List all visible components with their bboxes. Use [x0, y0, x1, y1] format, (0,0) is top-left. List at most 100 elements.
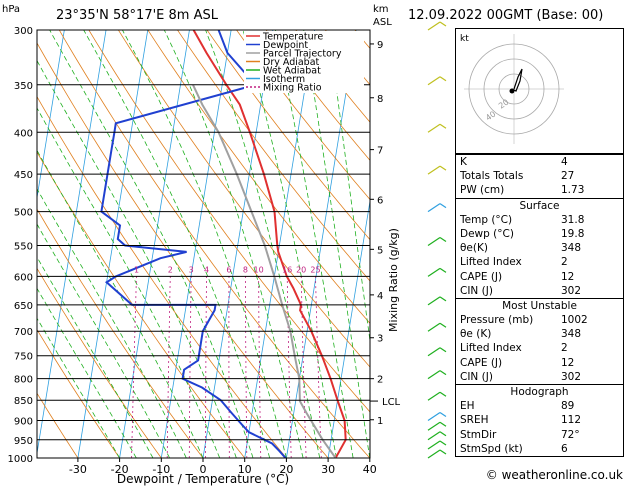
most-unstable-value: 2: [561, 342, 568, 355]
pressure-tick-label: 500: [14, 208, 33, 219]
surface-row: Lifted Index 2: [456, 255, 623, 269]
legend-entry: Wet Adiabat: [263, 66, 321, 77]
km-tick-label: 9: [377, 40, 383, 51]
pressure-tick-label: 300: [14, 26, 33, 37]
mixing-ratio-label: 10: [253, 265, 263, 274]
hodograph-table-label: StmDir: [460, 428, 497, 441]
index-row: PW (cm) 1.73: [456, 183, 623, 197]
wet-adiabat: [83, 30, 271, 458]
hodograph-table-value: 89: [561, 400, 575, 413]
isotherm-line: [37, 30, 107, 456]
legend-entry: Parcel Trajectory: [263, 49, 342, 60]
dry-adiabat: [37, 95, 287, 458]
wind-barb-flag: [439, 267, 447, 273]
pressure-tick-label: 850: [14, 396, 33, 407]
wind-barb: [427, 431, 441, 441]
series-dewpoint: [100, 30, 287, 458]
wind-barb-flag: [439, 21, 447, 27]
wind-barb-flag: [439, 347, 447, 353]
dry-adiabat: [176, 30, 370, 282]
mixing-ratio-label: 4: [204, 265, 209, 274]
wind-barb-flag: [439, 236, 447, 242]
isotherm-line: [327, 198, 370, 458]
x-axis-label: Dewpoint / Temperature (°C): [117, 472, 289, 486]
wind-barb: [427, 421, 441, 431]
hodograph-table-row: EH 89: [456, 399, 623, 413]
copyright: © weatheronline.co.uk: [485, 468, 623, 482]
most-unstable-label: Lifted Index: [460, 342, 522, 355]
x-tick-label: 0: [200, 463, 207, 476]
x-tick-label: -20: [111, 463, 129, 476]
most-unstable-title: Most Unstable: [456, 297, 623, 313]
wind-barb-flag: [439, 370, 447, 376]
km-tick-label: 2: [377, 375, 383, 386]
dry-adiabat: [88, 30, 370, 413]
indices-table: K 4 Totals Totals 27 PW (cm) 1.73 Surface Tem…: [455, 154, 624, 457]
most-unstable-label: CAPE (J): [460, 356, 503, 369]
wind-barb-flag: [439, 421, 447, 427]
wind-barb: [427, 440, 441, 450]
wind-barb-flag: [439, 391, 447, 397]
asl-label: ASL: [373, 17, 392, 28]
dry-adiabat: [236, 30, 370, 201]
index-value: 27: [561, 170, 575, 183]
surface-label: Dewp (°C): [460, 227, 514, 240]
hodograph: kt 40 20: [455, 28, 624, 154]
hodograph-table-value: 112: [561, 414, 582, 427]
hodograph-table-label: EH: [460, 400, 475, 413]
hodograph-table-row: StmSpd (kt) 6: [456, 442, 623, 456]
most-unstable-label: Pressure (mb): [460, 314, 534, 327]
wind-barb: [427, 123, 441, 133]
x-tick-label: -30: [69, 463, 87, 476]
pressure-tick-label: 650: [14, 301, 33, 312]
wind-barb: [427, 322, 441, 332]
wet-adiabat: [303, 30, 370, 458]
wind-barb: [427, 165, 441, 175]
wind-barb: [427, 347, 441, 357]
lcl-label: LCL: [382, 397, 401, 408]
mixing-ratio-label: 20: [296, 265, 306, 274]
most-unstable-value: 12: [561, 356, 575, 369]
wind-barb: [427, 21, 441, 31]
pressure-tick-label: 400: [14, 128, 33, 139]
dry-adiabat: [37, 392, 79, 458]
hodograph-table-row: SREH 112: [456, 413, 623, 427]
hodograph-table-label: StmSpd (kt): [460, 442, 523, 455]
most-unstable-value: 302: [561, 370, 582, 383]
mixing-ratio-label: 6: [226, 265, 231, 274]
wet-adiabat: [37, 317, 120, 458]
location-title: 23°35'N 58°17'E 8m ASL: [56, 8, 218, 23]
most-unstable-label: CIN (J): [460, 370, 493, 383]
mixing-ratio-label: 8: [243, 265, 248, 274]
dry-adiabat: [117, 30, 370, 368]
mixing-ratio-label: 16: [282, 265, 292, 274]
datetime-title: 12.09.2022 00GMT (Base: 00): [408, 8, 604, 23]
dry-adiabat: [37, 208, 204, 458]
wind-barb-flag: [439, 449, 447, 455]
hodograph-table-label: SREH: [460, 414, 489, 427]
wind-barb: [427, 412, 441, 422]
mixing-ratio-label: 2: [168, 265, 173, 274]
wet-adiabat: [242, 30, 337, 458]
hodograph-trace: [511, 68, 523, 92]
index-label: K: [460, 156, 467, 168]
hodograph-table-row: StmDir 72°: [456, 428, 623, 442]
km-tick-label: 5: [377, 245, 383, 256]
wet-adiabat: [122, 30, 287, 458]
km-label: km: [373, 4, 389, 15]
pressure-tick-label: 1000: [8, 454, 33, 465]
index-label: PW (cm): [460, 184, 505, 197]
hodograph-table-value: 72°: [561, 428, 580, 441]
index-label: Totals Totals: [460, 170, 524, 183]
most-unstable-row: Pressure (mb) 1002: [456, 313, 623, 327]
wind-barb-flag: [439, 123, 447, 129]
hodograph-table-value: 6: [561, 442, 568, 455]
wet-adiabat: [37, 223, 170, 458]
dry-adiabat: [58, 30, 370, 458]
wind-barb: [427, 370, 441, 380]
hodograph-title: Hodograph: [456, 384, 623, 399]
